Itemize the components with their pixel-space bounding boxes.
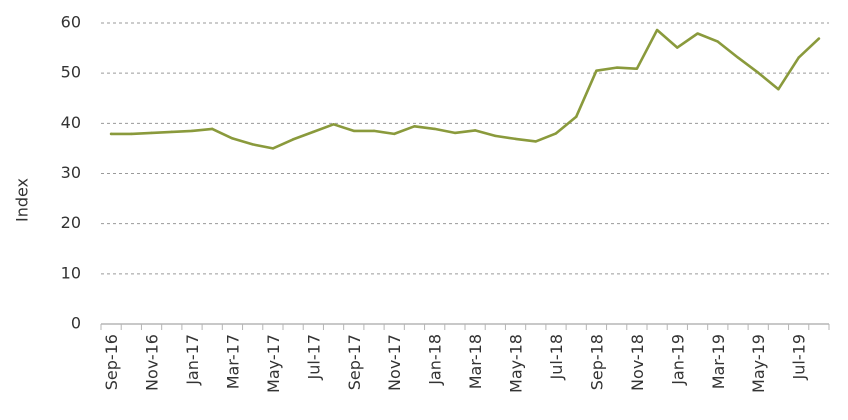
x-tick-label: Nov-18 xyxy=(628,334,647,391)
data-point xyxy=(453,131,457,135)
data-point xyxy=(575,115,578,119)
data-point xyxy=(130,132,133,136)
x-tick-label: Jul-19 xyxy=(790,334,809,380)
data-point xyxy=(150,131,153,135)
data-point xyxy=(595,69,598,72)
data-point xyxy=(757,71,760,74)
data-point xyxy=(696,32,699,35)
x-tick-label: Jul-17 xyxy=(304,334,323,380)
y-tick-label: 20 xyxy=(61,213,81,232)
data-point xyxy=(372,129,376,133)
data-point xyxy=(777,88,780,91)
y-tick-label: 10 xyxy=(61,263,81,282)
gridlines xyxy=(101,22,829,275)
data-point xyxy=(514,137,517,141)
data-point xyxy=(332,123,335,126)
x-tick-label: Jul-18 xyxy=(547,334,566,380)
axes xyxy=(100,323,830,330)
data-point xyxy=(676,46,679,49)
data-point xyxy=(413,125,416,128)
data-point xyxy=(170,130,173,134)
x-tick-label: May-18 xyxy=(507,334,526,393)
data-point xyxy=(211,127,214,131)
data-point xyxy=(554,132,558,135)
data-point xyxy=(473,129,477,132)
x-tick-label: Mar-19 xyxy=(709,334,728,389)
data-point xyxy=(716,40,719,43)
y-tick-label: 40 xyxy=(61,113,81,132)
data-point xyxy=(736,56,740,59)
data-point xyxy=(271,147,275,150)
data-point xyxy=(433,127,436,131)
data-point xyxy=(635,67,639,70)
x-tick-label: Mar-18 xyxy=(466,334,485,389)
x-tick-label: May-19 xyxy=(749,334,768,393)
x-tick-label: Sep-16 xyxy=(102,334,121,390)
x-tick-label: May-17 xyxy=(264,334,283,393)
data-point xyxy=(190,129,194,133)
y-tick-label: 50 xyxy=(61,63,81,82)
data-point xyxy=(615,66,618,69)
x-tick-label: Sep-17 xyxy=(345,334,364,390)
y-axis-title: Index xyxy=(13,178,32,222)
x-tick-label: Mar-17 xyxy=(223,334,242,389)
x-tick-label: Jan-18 xyxy=(426,334,445,386)
x-tick-label: Jan-17 xyxy=(183,334,202,386)
data-point xyxy=(797,56,800,59)
x-tick-label: Nov-16 xyxy=(143,334,162,391)
x-axis-tick-labels: Sep-16 Nov-16 Jan-17 Mar-17 May-17 Jul-17 Sep-… xyxy=(102,334,809,393)
y-tick-label: 60 xyxy=(61,13,81,32)
data-point xyxy=(231,137,234,140)
x-tick-label: Sep-18 xyxy=(587,334,606,390)
y-axis-tick-labels: 0 10 20 30 40 50 60 xyxy=(61,13,81,333)
x-tick-label: Nov-17 xyxy=(385,334,404,391)
data-point xyxy=(352,129,355,133)
data-point xyxy=(251,143,254,146)
data-point xyxy=(393,132,396,136)
data-point xyxy=(655,28,659,32)
data-point xyxy=(109,132,113,136)
x-tick-label: Jan-19 xyxy=(668,334,687,386)
y-tick-label: 30 xyxy=(61,163,81,182)
data-point xyxy=(312,130,315,134)
data-point xyxy=(534,140,537,143)
series-line xyxy=(109,28,821,150)
data-point xyxy=(291,138,295,141)
series-layer xyxy=(109,28,821,150)
data-point xyxy=(817,37,821,40)
y-tick-label: 0 xyxy=(71,314,81,333)
data-point xyxy=(494,134,497,138)
